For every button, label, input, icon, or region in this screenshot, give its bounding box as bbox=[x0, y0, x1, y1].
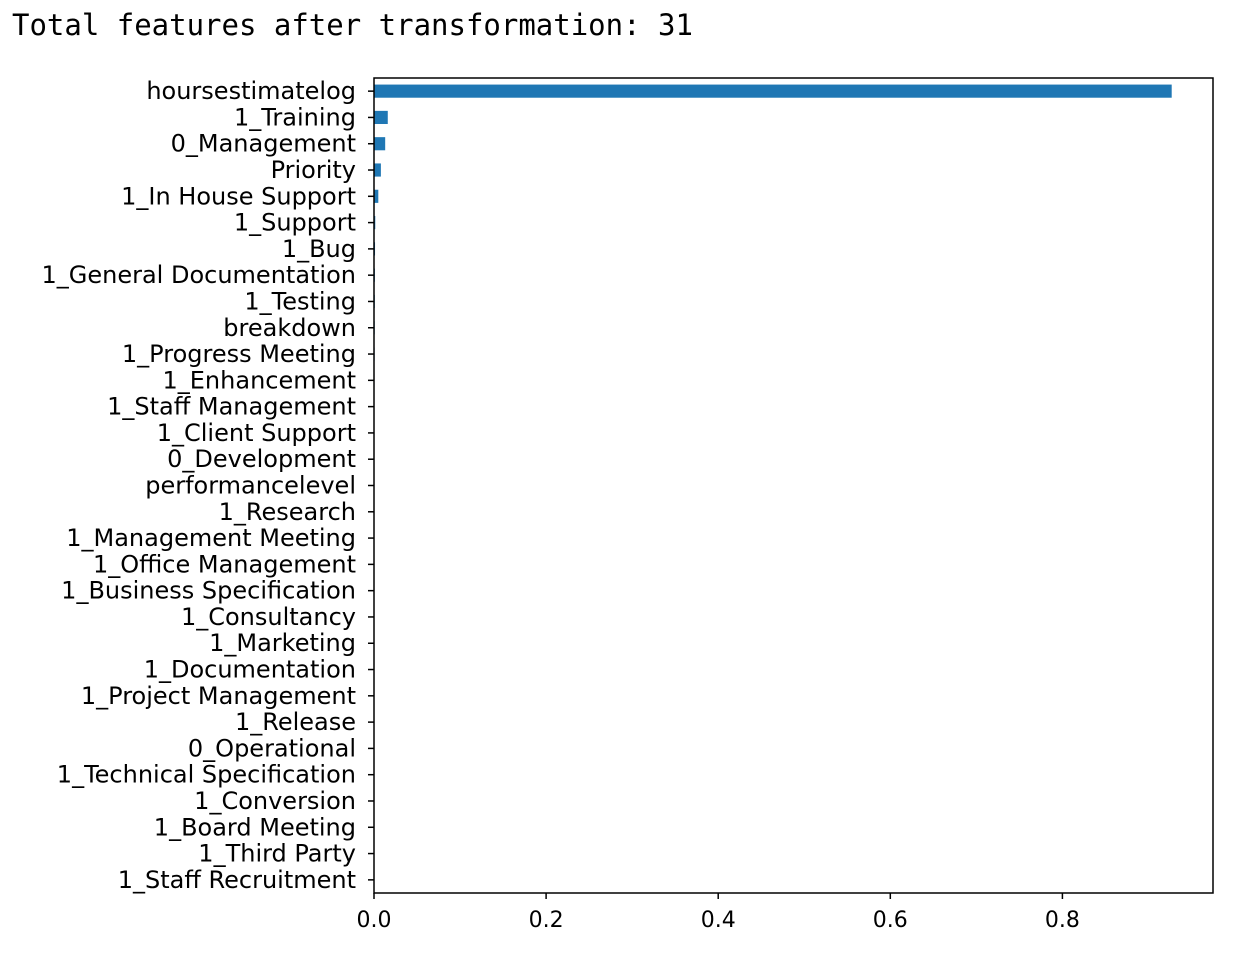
x-tick-label: 0.6 bbox=[873, 908, 908, 933]
y-tick-label: 1_Client Support bbox=[157, 419, 356, 447]
bar bbox=[374, 137, 386, 151]
y-tick-label: 1_Third Party bbox=[198, 840, 356, 868]
y-tick-label: 1_Technical Specification bbox=[57, 761, 356, 789]
bar bbox=[374, 189, 379, 203]
x-tick-label: 0.4 bbox=[701, 908, 736, 933]
y-tick-label: 1_Staff Management bbox=[107, 393, 356, 421]
x-tick-label: 0.0 bbox=[357, 908, 392, 933]
cell-output-text: Total features after transformation: 31 bbox=[12, 8, 693, 42]
x-tick-label: 0.8 bbox=[1045, 908, 1080, 933]
y-tick-label: hoursestimatelog bbox=[146, 77, 356, 105]
y-tick-label: 1_Progress Meeting bbox=[122, 340, 356, 368]
y-tick-label: 1_Documentation bbox=[144, 656, 356, 684]
y-tick-label: 1_Project Management bbox=[81, 682, 356, 710]
y-tick-label: 1_Training bbox=[234, 103, 356, 131]
y-tick-label: Priority bbox=[271, 156, 356, 184]
x-tick-label: 0.2 bbox=[529, 908, 564, 933]
y-tick-label: 1_Staff Recruitment bbox=[118, 866, 356, 894]
bar bbox=[374, 110, 388, 125]
y-tick-label: 1_In House Support bbox=[121, 182, 356, 210]
y-tick-label: 1_Release bbox=[235, 708, 356, 736]
y-tick-label: 1_General Documentation bbox=[42, 261, 357, 289]
y-tick-label: 1_Research bbox=[219, 498, 356, 526]
y-tick-label: 1_Testing bbox=[244, 287, 356, 315]
y-tick-label: 0_Development bbox=[167, 445, 356, 473]
y-tick-label: 1_Conversion bbox=[194, 787, 356, 815]
y-tick-label: 1_Board Meeting bbox=[154, 813, 356, 841]
y-tick-label: 0_Management bbox=[171, 130, 356, 158]
y-tick-label: 0_Operational bbox=[188, 734, 356, 762]
y-tick-label: breakdown bbox=[223, 314, 356, 342]
y-tick-label: 1_Enhancement bbox=[163, 366, 357, 394]
y-tick-label: 1_Management Meeting bbox=[66, 524, 356, 552]
y-tick-label: 1_Office Management bbox=[93, 550, 356, 578]
bar bbox=[374, 84, 1172, 98]
bar bbox=[374, 163, 381, 177]
y-tick-label: performancelevel bbox=[145, 472, 356, 500]
plot-frame bbox=[373, 77, 1214, 894]
y-tick-label: 1_Support bbox=[234, 209, 356, 237]
y-tick-label: 1_Bug bbox=[282, 235, 356, 263]
y-tick-label: 1_Marketing bbox=[209, 629, 356, 657]
y-tick-label: 1_Consultancy bbox=[181, 603, 356, 631]
y-tick-label: 1_Business Specification bbox=[61, 577, 356, 605]
